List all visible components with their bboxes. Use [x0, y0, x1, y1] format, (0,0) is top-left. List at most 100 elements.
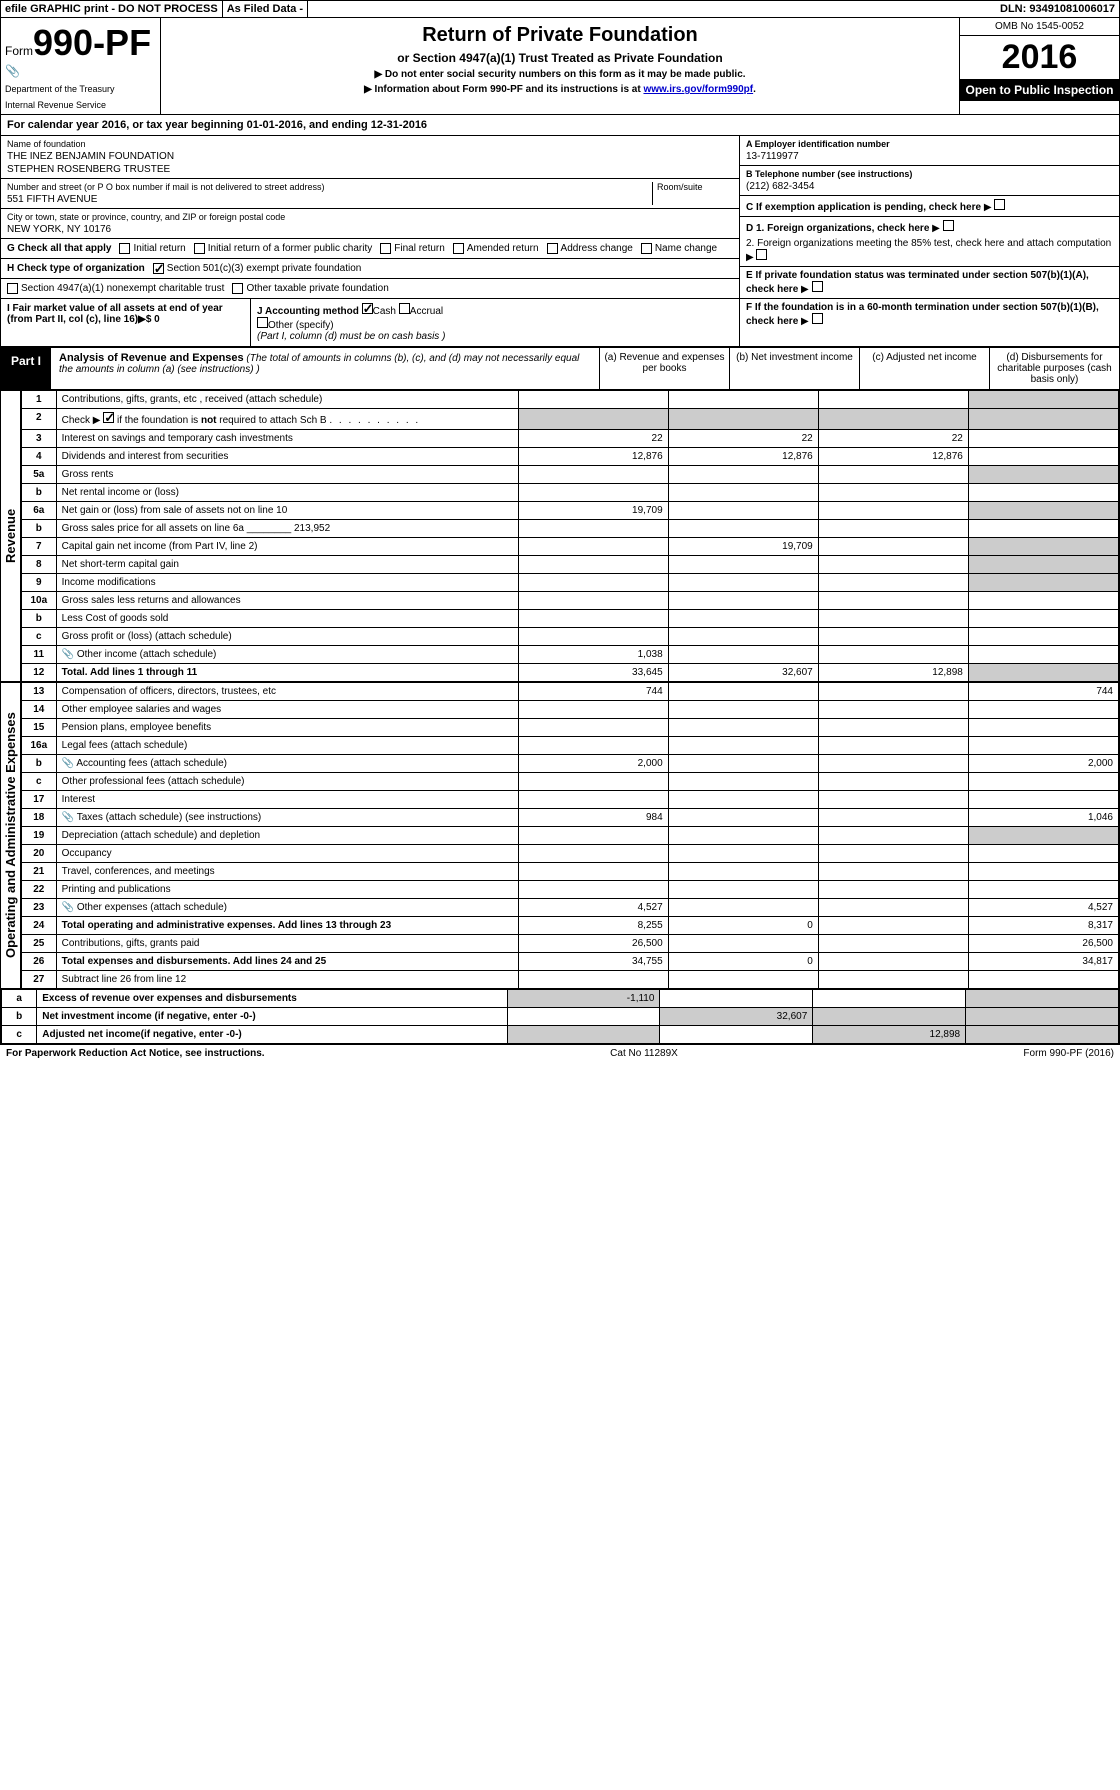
row-description: Net short-term capital gain — [56, 556, 518, 574]
col-b-value: 19,709 — [668, 538, 818, 556]
col-d-value — [968, 971, 1118, 989]
row-description: Total expenses and disbursements. Add li… — [56, 953, 518, 971]
open-public-badge: Open to Public Inspection — [960, 79, 1119, 101]
part-1-header: Part I Analysis of Revenue and Expenses … — [1, 347, 1119, 390]
col-d-value — [968, 448, 1118, 466]
ck-terminated[interactable] — [812, 281, 823, 292]
info-note: ▶ Information about Form 990-PF and its … — [167, 84, 953, 95]
col-d-value — [968, 574, 1118, 592]
check-g-label: G Check all that apply — [7, 243, 111, 254]
col-a-value: 19,709 — [518, 502, 668, 520]
ck-other-taxable[interactable]: Other taxable private foundation — [232, 283, 388, 294]
row-number: 8 — [22, 556, 57, 574]
row-description: Gross rents — [56, 466, 518, 484]
table-row: 22 Printing and publications — [22, 881, 1119, 899]
ck-foreign-org[interactable] — [943, 220, 954, 231]
col-c-header: (c) Adjusted net income — [859, 348, 989, 389]
foundation-name-1: THE INEZ BENJAMIN FOUNDATION — [7, 151, 733, 162]
table-row: 16a Legal fees (attach schedule) — [22, 737, 1119, 755]
col-b-value — [668, 701, 818, 719]
ck-60month[interactable] — [812, 313, 823, 324]
schedule-icon: 📎 — [62, 812, 74, 823]
col-d-value — [968, 430, 1118, 448]
ck-name-label: Name change — [655, 243, 717, 254]
ck-cash[interactable]: Cash — [362, 306, 396, 317]
col-c-value — [818, 773, 968, 791]
col-d-value — [968, 863, 1118, 881]
row-description: 📎 Other expenses (attach schedule) — [56, 899, 518, 917]
ssn-note: ▶ Do not enter social security numbers o… — [167, 69, 953, 80]
page-footer: For Paperwork Reduction Act Notice, see … — [0, 1045, 1120, 1062]
col-a-value — [518, 773, 668, 791]
omb-number: OMB No 1545-0052 — [960, 18, 1119, 36]
col-d-value: 1,046 — [968, 809, 1118, 827]
table-row: b 📎 Accounting fees (attach schedule) 2,… — [22, 755, 1119, 773]
col-c-value — [818, 881, 968, 899]
row-description: Depreciation (attach schedule) and deple… — [56, 827, 518, 845]
ck-501c3[interactable]: Section 501(c)(3) exempt private foundat… — [153, 263, 362, 274]
ck-accrual[interactable]: Accrual — [399, 306, 443, 317]
table-row: 10a Gross sales less returns and allowan… — [22, 592, 1119, 610]
table-row: 3 Interest on savings and temporary cash… — [22, 430, 1119, 448]
ck-former-label: Initial return of a former public charit… — [208, 243, 373, 254]
ck-initial-former[interactable]: Initial return of a former public charit… — [194, 243, 373, 254]
col-d-value — [968, 845, 1118, 863]
col-b-value: 12,876 — [668, 448, 818, 466]
ck-final-return[interactable]: Final return — [380, 243, 445, 254]
section-c-label: C If exemption application is pending, c… — [746, 202, 981, 213]
col-d-value — [968, 737, 1118, 755]
ck-other-label: Other taxable private foundation — [246, 283, 388, 294]
row-number: b — [22, 520, 57, 538]
row-number: 17 — [22, 791, 57, 809]
ck-other-method[interactable]: Other (specify) — [257, 320, 334, 331]
row-number: 5a — [22, 466, 57, 484]
irs-link[interactable]: www.irs.gov/form990pf — [643, 84, 753, 95]
table-row: 12 Total. Add lines 1 through 11 33,645 … — [22, 664, 1119, 682]
row-number: 26 — [22, 953, 57, 971]
col-a-value — [518, 520, 668, 538]
ck-4947[interactable]: Section 4947(a)(1) nonexempt charitable … — [7, 283, 224, 294]
top-bar: efile GRAPHIC print - DO NOT PROCESS As … — [1, 1, 1119, 18]
ck-exemption[interactable] — [994, 199, 1005, 210]
foundation-name-2: STEPHEN ROSENBERG TRUSTEE — [7, 164, 733, 175]
col-c-value — [818, 628, 968, 646]
ck-amended[interactable]: Amended return — [453, 243, 539, 254]
ck-accrual-label: Accrual — [410, 306, 443, 317]
revenue-table: 1 Contributions, gifts, grants, etc , re… — [21, 390, 1119, 682]
col-b-value: 32,607 — [668, 664, 818, 682]
col-a-value — [518, 574, 668, 592]
cal-mid: , and ending — [303, 119, 371, 131]
ck-85pct[interactable] — [756, 249, 767, 260]
col-b-value — [668, 719, 818, 737]
info-grid: Name of foundation THE INEZ BENJAMIN FOU… — [1, 136, 1119, 347]
col-b-value — [668, 773, 818, 791]
col-d-value — [968, 701, 1118, 719]
col-b-value — [668, 791, 818, 809]
section-i-j-row: I Fair market value of all assets at end… — [1, 299, 739, 346]
col-c-value — [818, 538, 968, 556]
row-description: 📎 Accounting fees (attach schedule) — [56, 755, 518, 773]
section-f-label: F If the foundation is in a 60-month ter… — [746, 302, 1099, 327]
col-d-value — [968, 664, 1118, 682]
ck-initial-return[interactable]: Initial return — [119, 243, 185, 254]
ck-name-change[interactable]: Name change — [641, 243, 717, 254]
col-b-value — [668, 881, 818, 899]
revenue-side-label: Revenue — [1, 390, 21, 682]
ck-addr-change[interactable]: Address change — [547, 243, 633, 254]
tel-value: (212) 682-3454 — [746, 181, 1113, 192]
paperwork-notice: For Paperwork Reduction Act Notice, see … — [6, 1048, 265, 1059]
part-1-title: Analysis of Revenue and Expenses — [59, 352, 244, 364]
table-row: 6a Net gain or (loss) from sale of asset… — [22, 502, 1119, 520]
row-number: 19 — [22, 827, 57, 845]
col-d-value — [968, 484, 1118, 502]
ein-cell: A Employer identification number 13-7119… — [740, 136, 1119, 166]
table-row: 26 Total expenses and disbursements. Add… — [22, 953, 1119, 971]
col-c-value — [818, 827, 968, 845]
row-description: Total. Add lines 1 through 11 — [56, 664, 518, 682]
col-c-value — [818, 466, 968, 484]
addr-label: Number and street (or P O box number if … — [7, 182, 648, 192]
address-cell: Number and street (or P O box number if … — [1, 179, 739, 209]
col-a-value — [518, 863, 668, 881]
col-d-value: 8,317 — [968, 917, 1118, 935]
summary-table: a Excess of revenue over expenses and di… — [1, 989, 1119, 1044]
